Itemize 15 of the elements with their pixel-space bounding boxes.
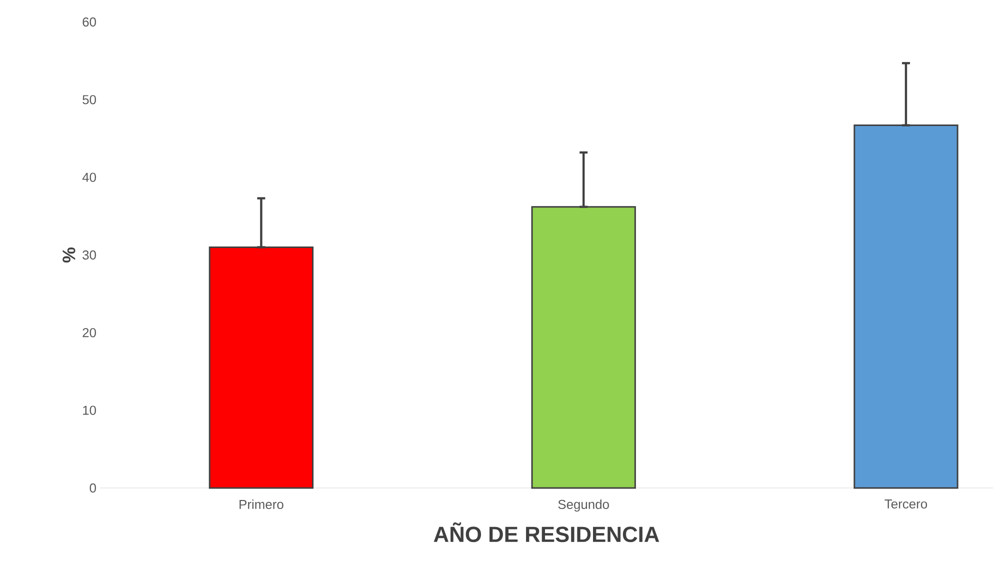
y-tick-label: 20 [82,328,96,338]
y-axis-title: % [62,247,76,263]
y-tick-label: 0 [90,483,96,493]
y-tick-label: 50 [82,95,96,104]
y-tick-label: 10 [83,406,96,415]
x-tick-label: Tercero [884,500,928,509]
x-tick-label: Primero [240,500,284,510]
x-tick-label: Segundo [558,500,609,512]
y-tick-label: 30 [82,250,96,260]
x-axis-title: AÑO DE RESIDENCIA [434,522,660,542]
bar [854,124,958,489]
y-tick-label: 40 [82,172,96,182]
bar [531,206,636,489]
y-tick-label: 60 [82,17,96,27]
bar [208,246,314,489]
